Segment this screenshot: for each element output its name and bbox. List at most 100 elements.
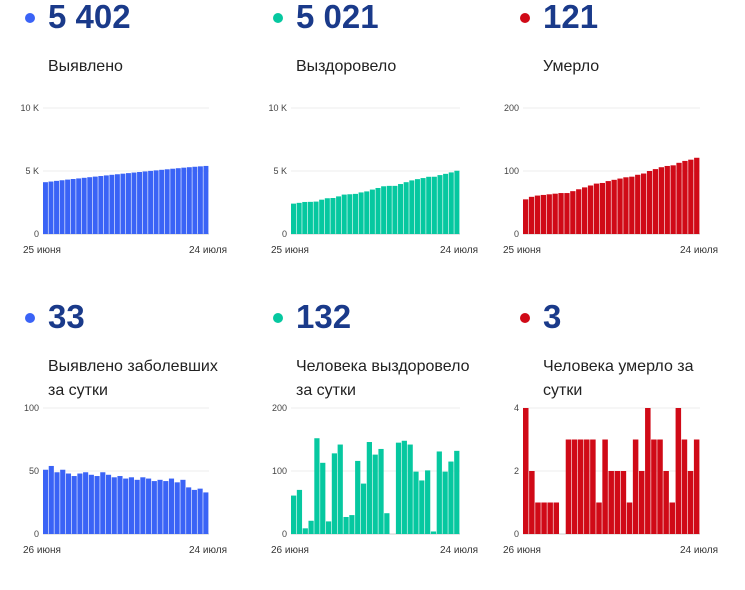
bar[interactable]: [398, 184, 404, 234]
bar[interactable]: [175, 168, 181, 234]
bar[interactable]: [669, 502, 675, 535]
bar[interactable]: [117, 476, 123, 534]
bar[interactable]: [534, 195, 541, 234]
bar[interactable]: [448, 461, 454, 534]
bar[interactable]: [71, 476, 77, 534]
bar[interactable]: [454, 170, 460, 234]
bar[interactable]: [153, 170, 159, 234]
bar[interactable]: [123, 478, 129, 534]
bar[interactable]: [430, 531, 437, 534]
bar[interactable]: [331, 453, 338, 534]
bar[interactable]: [83, 472, 89, 534]
bar[interactable]: [425, 470, 431, 534]
bar[interactable]: [614, 471, 621, 534]
bar[interactable]: [626, 502, 633, 535]
bar[interactable]: [437, 175, 443, 234]
bar[interactable]: [81, 177, 87, 234]
bar[interactable]: [364, 191, 370, 234]
bar[interactable]: [197, 488, 203, 534]
bar[interactable]: [291, 495, 297, 534]
bar[interactable]: [620, 471, 627, 534]
bar[interactable]: [291, 203, 297, 234]
bar[interactable]: [157, 479, 163, 534]
bar[interactable]: [192, 166, 198, 234]
bar[interactable]: [100, 472, 106, 534]
bar[interactable]: [641, 173, 647, 234]
bar[interactable]: [131, 172, 137, 234]
bar[interactable]: [670, 165, 676, 234]
bar[interactable]: [349, 515, 355, 534]
bar[interactable]: [159, 169, 165, 234]
bar[interactable]: [352, 193, 358, 234]
bar[interactable]: [392, 185, 398, 234]
bar[interactable]: [664, 165, 670, 234]
bar[interactable]: [442, 471, 448, 534]
bar[interactable]: [360, 483, 367, 534]
bar[interactable]: [681, 439, 688, 535]
bar[interactable]: [426, 176, 432, 234]
bar[interactable]: [608, 471, 614, 534]
bar[interactable]: [330, 198, 336, 234]
bar[interactable]: [48, 181, 54, 234]
bar[interactable]: [420, 178, 426, 234]
bar[interactable]: [87, 177, 93, 234]
bar[interactable]: [343, 516, 349, 534]
bar[interactable]: [337, 444, 343, 534]
bar[interactable]: [535, 502, 541, 535]
bar[interactable]: [688, 159, 694, 234]
bar[interactable]: [126, 173, 131, 234]
bar[interactable]: [114, 174, 120, 234]
bar[interactable]: [582, 187, 588, 234]
bar[interactable]: [523, 408, 529, 534]
bar[interactable]: [128, 477, 134, 534]
bar[interactable]: [77, 473, 83, 534]
bar[interactable]: [191, 489, 197, 534]
bar[interactable]: [407, 444, 413, 534]
bar[interactable]: [203, 492, 209, 534]
bar[interactable]: [43, 469, 49, 534]
bar[interactable]: [378, 448, 384, 534]
bar[interactable]: [120, 173, 126, 234]
bar[interactable]: [693, 439, 700, 535]
bar[interactable]: [599, 182, 605, 234]
bar[interactable]: [687, 471, 694, 534]
bar[interactable]: [443, 173, 449, 234]
bar[interactable]: [540, 194, 546, 234]
bar[interactable]: [148, 170, 154, 234]
bar[interactable]: [358, 192, 364, 234]
bar[interactable]: [632, 439, 639, 535]
bar[interactable]: [341, 194, 347, 234]
bar[interactable]: [576, 189, 582, 234]
bar[interactable]: [694, 157, 700, 234]
bar[interactable]: [142, 171, 148, 234]
bar[interactable]: [59, 180, 65, 234]
bar[interactable]: [375, 187, 381, 234]
bar[interactable]: [602, 439, 608, 535]
bar[interactable]: [547, 502, 553, 535]
bar[interactable]: [325, 521, 332, 534]
bar[interactable]: [307, 201, 313, 234]
bar[interactable]: [546, 194, 552, 234]
bar[interactable]: [181, 167, 187, 234]
bar[interactable]: [369, 189, 375, 234]
bar[interactable]: [203, 165, 209, 234]
bar[interactable]: [105, 474, 112, 534]
bar[interactable]: [553, 502, 560, 535]
bar[interactable]: [419, 480, 425, 534]
bar[interactable]: [54, 180, 59, 234]
bar[interactable]: [635, 174, 641, 234]
bar[interactable]: [646, 171, 653, 234]
bar[interactable]: [386, 185, 392, 234]
bar[interactable]: [541, 502, 547, 535]
bar[interactable]: [384, 513, 390, 534]
bar[interactable]: [302, 528, 308, 534]
bar[interactable]: [448, 172, 454, 234]
bar[interactable]: [43, 182, 48, 234]
bar[interactable]: [151, 481, 157, 534]
bar[interactable]: [593, 183, 600, 234]
bar[interactable]: [308, 520, 314, 534]
bar[interactable]: [88, 474, 94, 534]
bar[interactable]: [403, 182, 409, 234]
bar[interactable]: [186, 487, 192, 534]
bar[interactable]: [140, 477, 146, 534]
